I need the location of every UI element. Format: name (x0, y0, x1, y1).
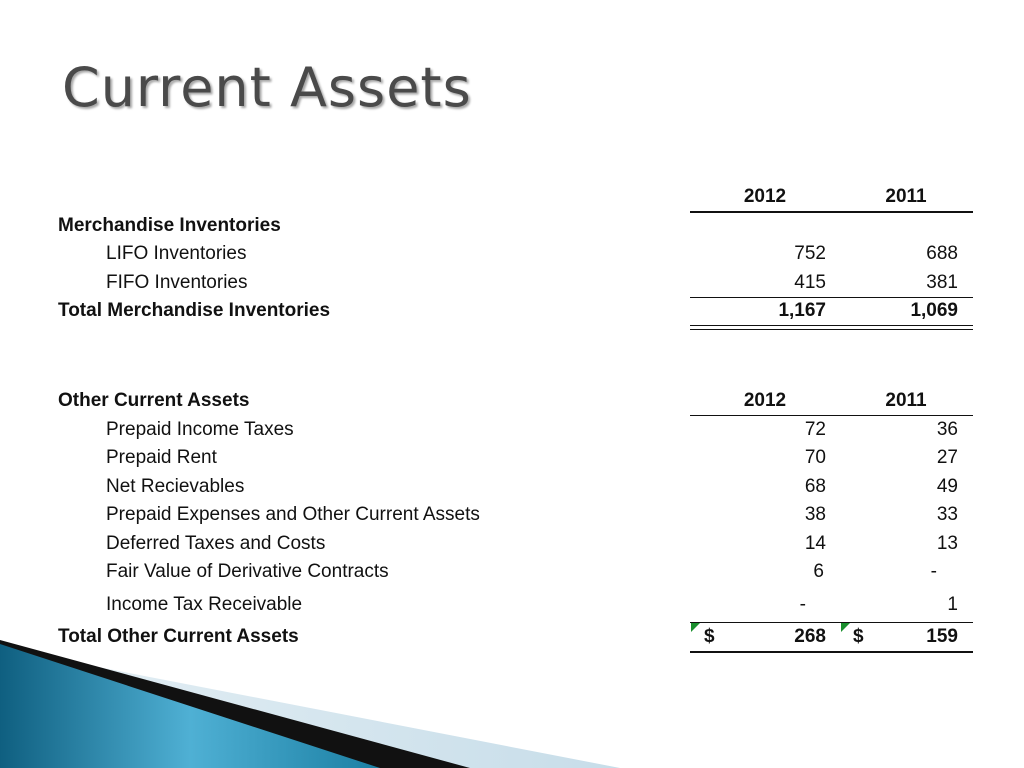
inventories-section-row: Merchandise Inventories (0, 215, 1024, 243)
table-row: LIFO Inventories 752 688 (0, 243, 1024, 271)
total-double-rule (690, 325, 973, 330)
row-label: Prepaid Expenses and Other Current Asset… (106, 504, 480, 525)
cell-marker-icon (691, 623, 700, 632)
value-2011: 33 (936, 504, 958, 525)
total-2011: 1,069 (910, 300, 958, 321)
row-label: Prepaid Rent (106, 447, 217, 468)
value-2012: 38 (804, 504, 826, 525)
other-header-rule (690, 415, 973, 416)
table-row: Prepaid Income Taxes 72 36 (0, 419, 1024, 447)
table-row: Fair Value of Derivative Contracts 6 - (0, 561, 1024, 589)
inventories-section-label: Merchandise Inventories (58, 215, 281, 236)
total-2012: 1,167 (778, 300, 826, 321)
subtotal-rule (690, 622, 973, 623)
inventories-header-2011: 2011 (885, 186, 927, 207)
value-2011: 688 (926, 243, 958, 264)
swoosh-blue-band (0, 644, 380, 768)
total-label: Total Merchandise Inventories (58, 300, 331, 321)
value-2012: - (799, 594, 806, 615)
total-rule (690, 651, 973, 653)
inventories-header-2012: 2012 (743, 186, 787, 207)
table-row: Net Recievables 68 49 (0, 476, 1024, 504)
subtotal-rule (690, 297, 973, 298)
value-2011: 27 (936, 447, 958, 468)
total-2012: 268 (794, 626, 826, 647)
value-2012: 415 (794, 272, 826, 293)
value-2012: 72 (804, 419, 826, 440)
page-title: Current Assets (62, 56, 472, 119)
table-row: Prepaid Rent 70 27 (0, 447, 1024, 475)
currency-symbol: $ (704, 626, 715, 647)
other-section-label: Other Current Assets (58, 390, 250, 411)
row-label: Prepaid Income Taxes (106, 419, 294, 440)
inventories-header-rule (690, 211, 973, 213)
value-2011: 381 (926, 272, 958, 293)
value-2012: 6 (813, 561, 824, 582)
currency-symbol: $ (853, 626, 864, 647)
row-label: Fair Value of Derivative Contracts (106, 561, 389, 582)
value-2011: 49 (936, 476, 958, 497)
value-2011: - (930, 561, 937, 582)
other-total-row: Total Other Current Assets $ 268 $ 159 (0, 626, 1024, 654)
other-header-2012: 2012 (743, 390, 787, 411)
decorative-swoosh-graphic (0, 640, 620, 768)
cell-marker-icon (841, 623, 850, 632)
value-2011: 36 (936, 419, 958, 440)
row-label: Income Tax Receivable (106, 594, 303, 615)
table-row: Deferred Taxes and Costs 14 13 (0, 533, 1024, 561)
other-header-row: Other Current Assets 2012 2011 (0, 390, 1024, 418)
row-label: LIFO Inventories (106, 243, 247, 264)
row-label: Net Recievables (106, 476, 245, 497)
row-label: FIFO Inventories (106, 272, 248, 293)
inventories-total-row: Total Merchandise Inventories 1,167 1,06… (0, 300, 1024, 328)
value-2011: 1 (947, 594, 958, 615)
other-header-2011: 2011 (885, 390, 927, 411)
value-2012: 70 (804, 447, 826, 468)
total-label: Total Other Current Assets (58, 626, 299, 647)
value-2011: 13 (936, 533, 958, 554)
inventories-header-row: 2012 2011 (0, 186, 1024, 214)
row-label: Deferred Taxes and Costs (106, 533, 326, 554)
table-row: FIFO Inventories 415 381 (0, 272, 1024, 300)
value-2012: 752 (794, 243, 826, 264)
value-2012: 14 (804, 533, 826, 554)
total-2011: 159 (926, 626, 958, 647)
table-row: Income Tax Receivable - 1 (0, 594, 1024, 622)
value-2012: 68 (804, 476, 826, 497)
table-row: Prepaid Expenses and Other Current Asset… (0, 504, 1024, 532)
